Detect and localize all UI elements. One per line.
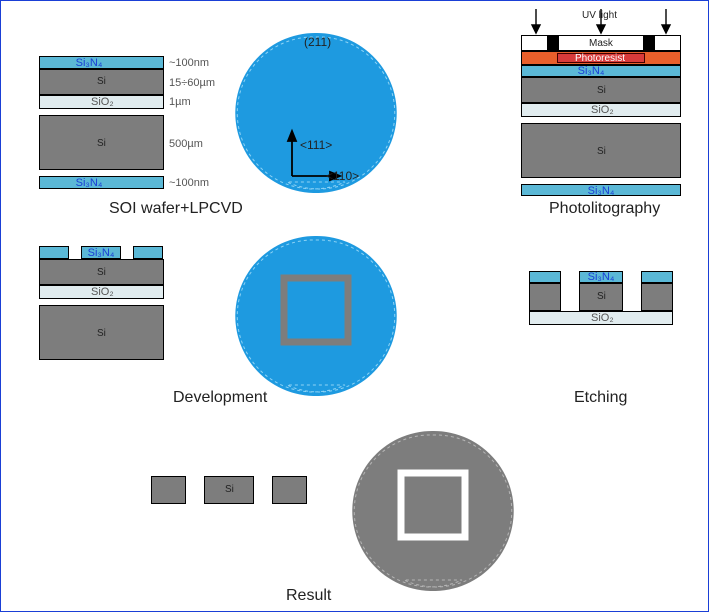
s2-si3n4-label: Si₃N₄	[578, 65, 605, 77]
step1-wafer	[226, 23, 406, 203]
s4-si-1	[529, 283, 561, 311]
wafer1-axis2: <110>	[326, 169, 359, 183]
dim-si-thin: 15÷60µm	[169, 77, 215, 89]
dim-si3n4-bot: ~100nm	[169, 177, 209, 189]
s4-si3n4-label: Si₃N₄	[588, 271, 615, 283]
s4-si3n4-1	[529, 271, 561, 283]
s4-si-label: Si	[597, 291, 606, 302]
dim-si-bulk: 500µm	[169, 138, 203, 150]
s2-si-thin-label: Si	[597, 85, 606, 96]
caption-step3: Development	[173, 389, 267, 407]
s2-si-bulk-label: Si	[597, 146, 606, 157]
s5-si-label: Si	[225, 484, 234, 495]
label-mask: Mask	[589, 38, 613, 49]
s3-sio2-label: SiO₂	[91, 286, 114, 298]
s3-si3n4-1	[39, 246, 69, 259]
wafer1-axis1: <111>	[300, 138, 332, 152]
label-si3n4-top: Si₃N₄	[76, 57, 103, 69]
s3-si-bulk-label: Si	[97, 328, 106, 339]
wafer1-plane: (211)	[304, 35, 331, 49]
s4-si3n4-3	[641, 271, 673, 283]
label-si-thin: Si	[97, 76, 106, 87]
s2-si3n4-bot-label: Si₃N₄	[588, 185, 615, 197]
diagram-frame: { "colors": { "frame_border": "#1a3fd6",…	[0, 0, 709, 612]
s5-si-3	[272, 476, 307, 504]
caption-step4: Etching	[574, 389, 627, 407]
label-sio2: SiO₂	[91, 96, 114, 108]
label-photoresist: Photoresist	[575, 53, 625, 64]
label-uv: UV light	[582, 10, 617, 21]
s3-si3n4-label: Si₃N₄	[88, 247, 115, 259]
label-si-bulk: Si	[97, 138, 106, 149]
mask-dark-right	[643, 36, 655, 50]
caption-step5: Result	[286, 587, 331, 605]
s2-sio2-label: SiO₂	[591, 104, 614, 116]
mask-dark-left	[547, 36, 559, 50]
dim-si3n4-top: ~100nm	[169, 57, 209, 69]
s4-sio2-label: SiO₂	[591, 312, 614, 324]
dim-sio2: 1µm	[169, 96, 191, 108]
s4-si-3	[641, 283, 673, 311]
step5-wafer	[343, 421, 523, 601]
step3-wafer	[226, 226, 406, 406]
caption-step2: Photolitography	[549, 200, 660, 218]
s3-si3n4-3	[133, 246, 163, 259]
label-si3n4-bot: Si₃N₄	[76, 177, 103, 189]
caption-step1: SOI wafer+LPCVD	[109, 200, 243, 218]
s3-si-thin-label: Si	[97, 267, 106, 278]
s5-si-1	[151, 476, 186, 504]
